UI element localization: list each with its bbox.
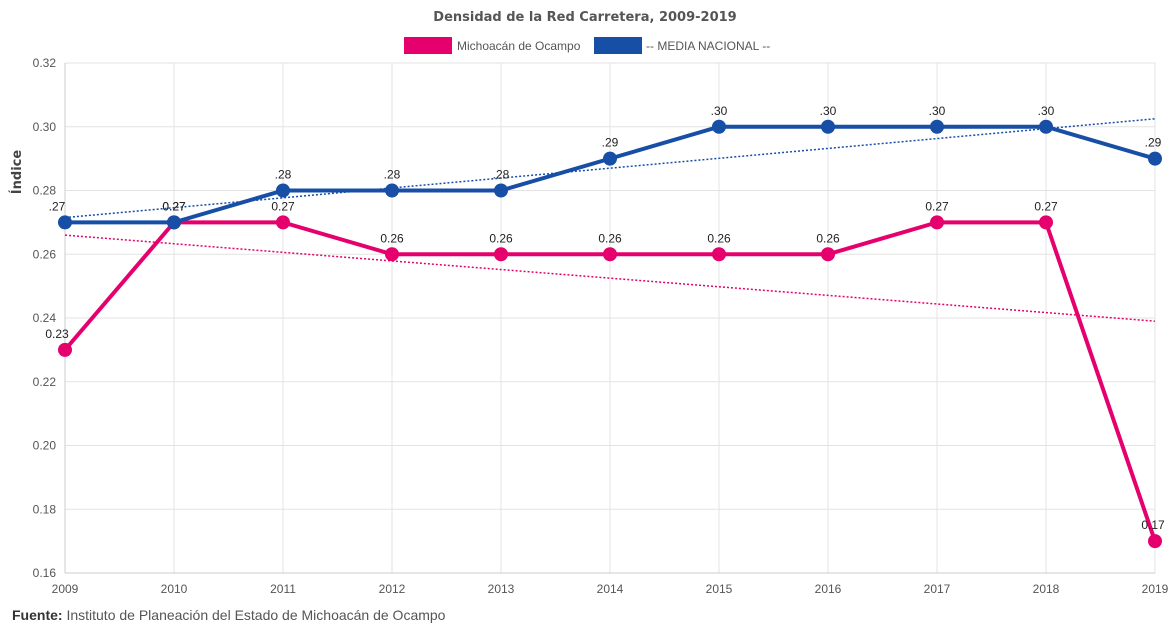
x-tick-label: 2013: [488, 582, 515, 596]
data-label: 0.27: [162, 199, 186, 213]
data-label: .29: [1145, 136, 1162, 150]
source-label: Fuente:: [12, 607, 63, 623]
data-label: .30: [929, 104, 946, 118]
chart-title: Densidad de la Red Carretera, 2009-2019: [433, 10, 736, 25]
data-label: 0.26: [380, 231, 404, 245]
data-point: [930, 215, 944, 230]
y-tick-label: 0.22: [33, 375, 57, 389]
line-chart: Densidad de la Red Carretera, 2009-2019 …: [9, 10, 1169, 596]
y-tick-label: 0.18: [33, 502, 57, 516]
legend-label: -- MEDIA NACIONAL --: [646, 39, 770, 53]
data-label: 0.26: [489, 231, 513, 245]
data-point: [1039, 119, 1053, 134]
data-label: 0.26: [598, 231, 622, 245]
data-label: .29: [602, 136, 619, 150]
data-label: 0.27: [271, 199, 295, 213]
data-point: [167, 215, 181, 230]
data-point: [494, 183, 508, 198]
source-footer: Fuente: Instituto de Planeación del Esta…: [12, 607, 445, 623]
data-label: 0.26: [707, 231, 731, 245]
data-point: [930, 119, 944, 134]
x-tick-label: 2016: [815, 582, 842, 596]
data-point: [603, 247, 617, 262]
data-point: [1039, 215, 1053, 230]
data-label: .27: [49, 199, 66, 213]
data-point: [385, 247, 399, 262]
legend: Michoacán de Ocampo -- MEDIA NACIONAL --: [404, 37, 770, 54]
data-point: [1148, 151, 1162, 166]
x-tick-label: 2012: [379, 582, 406, 596]
data-point: [58, 215, 72, 230]
legend-label: Michoacán de Ocampo: [457, 39, 581, 53]
data-label: .28: [493, 168, 510, 182]
x-tick-label: 2011: [270, 582, 296, 596]
data-label: .28: [384, 168, 401, 182]
data-label: 0.27: [925, 199, 949, 213]
y-tick-label: 0.24: [33, 311, 57, 325]
data-point: [276, 183, 290, 198]
x-tick-label: 2010: [161, 582, 188, 596]
x-tick-label: 2019: [1142, 582, 1169, 596]
y-tick-label: 0.26: [33, 247, 57, 261]
data-label: 0.23: [45, 327, 69, 341]
axes: 0.16 0.18 0.20 0.22 0.24 0.26 0.28 0.30 0.32 2009…: [33, 56, 1169, 596]
data-point: [821, 119, 835, 134]
data-point: [494, 247, 508, 262]
data-label: 0.26: [816, 231, 840, 245]
data-point: [58, 342, 72, 357]
x-tick-label: 2018: [1033, 582, 1060, 596]
y-tick-label: 0.32: [33, 56, 57, 70]
data-label: 0.17: [1141, 518, 1165, 532]
y-tick-label: 0.30: [33, 120, 57, 134]
source-text: Instituto de Planeación del Estado de Mi…: [62, 607, 446, 623]
x-tick-label: 2015: [706, 582, 733, 596]
data-point: [276, 215, 290, 230]
data-label: .28: [275, 168, 292, 182]
data-point: [603, 151, 617, 166]
x-tick-label: 2017: [924, 582, 951, 596]
y-tick-label: 0.16: [33, 566, 57, 580]
data-point: [712, 119, 726, 134]
data-point: [1148, 534, 1162, 549]
x-tick-label: 2014: [597, 582, 624, 596]
x-tick-label: 2009: [52, 582, 79, 596]
legend-swatch: [404, 37, 452, 54]
data-label: 0.27: [162, 199, 186, 213]
series: [58, 119, 1162, 549]
y-tick-label: 0.20: [33, 439, 57, 453]
data-label: 0.27: [1034, 199, 1058, 213]
data-label: .30: [711, 104, 728, 118]
data-point: [712, 247, 726, 262]
data-point: [385, 183, 399, 198]
y-tick-label: 0.28: [33, 184, 57, 198]
y-axis-label: Índice: [9, 150, 25, 195]
data-point: [821, 247, 835, 262]
trendlines: [64, 118, 1156, 322]
data-label: .30: [1038, 104, 1055, 118]
trendline: [64, 118, 1156, 219]
data-labels: 0.23 0.27 0.27 0.26 0.26 0.26 0.26 0.26 0.27 0.27…: [45, 104, 1165, 532]
data-label: .30: [820, 104, 837, 118]
legend-swatch: [594, 37, 642, 54]
